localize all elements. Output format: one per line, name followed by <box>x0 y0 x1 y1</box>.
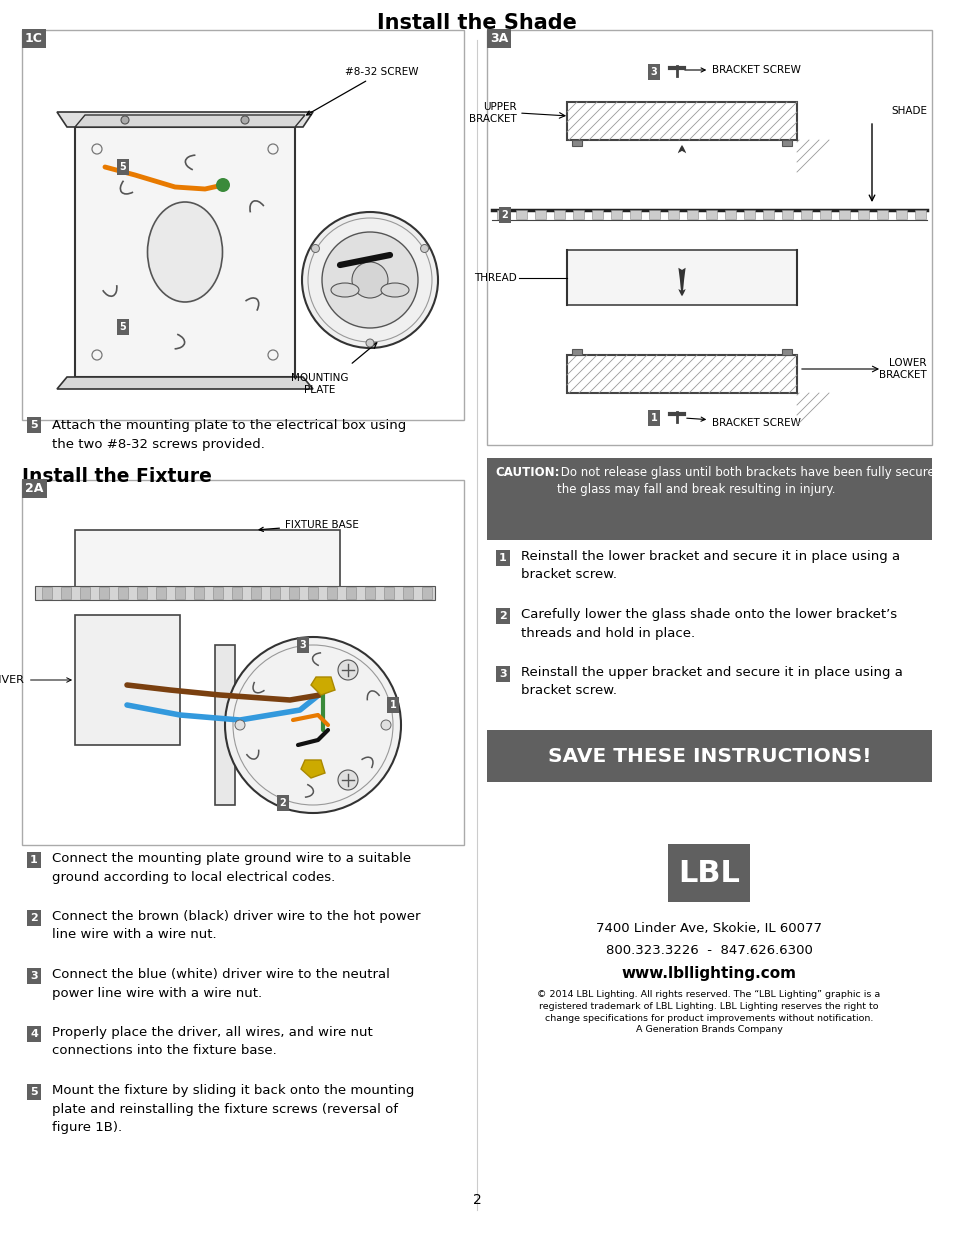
Text: Reinstall the lower bracket and secure it in place using a
bracket screw.: Reinstall the lower bracket and secure i… <box>520 550 900 582</box>
Polygon shape <box>311 677 335 695</box>
Text: 3: 3 <box>498 669 506 679</box>
Circle shape <box>234 720 245 730</box>
FancyBboxPatch shape <box>610 210 621 219</box>
FancyBboxPatch shape <box>61 587 71 599</box>
FancyBboxPatch shape <box>801 210 811 219</box>
Text: 2: 2 <box>472 1193 481 1207</box>
FancyBboxPatch shape <box>486 458 931 540</box>
Text: Install the Shade: Install the Shade <box>376 14 577 33</box>
FancyBboxPatch shape <box>118 587 128 599</box>
FancyBboxPatch shape <box>497 210 507 219</box>
FancyBboxPatch shape <box>857 210 868 219</box>
Text: 3: 3 <box>299 640 306 650</box>
FancyBboxPatch shape <box>75 127 294 377</box>
FancyBboxPatch shape <box>914 210 925 219</box>
FancyBboxPatch shape <box>629 210 640 219</box>
FancyBboxPatch shape <box>35 585 435 600</box>
Circle shape <box>225 637 400 813</box>
Text: Properly place the driver, all wires, and wire nut
connections into the fixture : Properly place the driver, all wires, an… <box>52 1026 373 1057</box>
Text: Install the Fixture: Install the Fixture <box>22 467 212 487</box>
FancyBboxPatch shape <box>75 615 180 745</box>
Text: BRACKET SCREW: BRACKET SCREW <box>684 65 800 75</box>
Text: 1: 1 <box>498 553 506 563</box>
FancyBboxPatch shape <box>289 587 298 599</box>
FancyBboxPatch shape <box>156 587 166 599</box>
Text: CAUTION:: CAUTION: <box>495 466 558 479</box>
Text: Attach the mounting plate to the electrical box using
the two #8-32 screws provi: Attach the mounting plate to the electri… <box>52 419 406 451</box>
Circle shape <box>311 245 319 252</box>
FancyBboxPatch shape <box>402 587 413 599</box>
FancyBboxPatch shape <box>22 480 463 845</box>
Circle shape <box>337 769 357 790</box>
FancyBboxPatch shape <box>75 530 339 590</box>
FancyBboxPatch shape <box>743 210 754 219</box>
Text: Carefully lower the glass shade onto the lower bracket’s
threads and hold in pla: Carefully lower the glass shade onto the… <box>520 608 896 640</box>
Circle shape <box>215 178 230 191</box>
FancyBboxPatch shape <box>42 587 52 599</box>
Text: 2: 2 <box>498 611 506 621</box>
Text: BRACKET SCREW: BRACKET SCREW <box>686 417 800 429</box>
Circle shape <box>337 659 357 680</box>
Text: 2: 2 <box>30 913 38 923</box>
Text: MOUNTING
PLATE: MOUNTING PLATE <box>291 373 349 395</box>
Text: SAVE THESE INSTRUCTIONS!: SAVE THESE INSTRUCTIONS! <box>547 746 870 766</box>
Circle shape <box>366 338 374 347</box>
Polygon shape <box>57 377 313 389</box>
Circle shape <box>322 232 417 329</box>
Ellipse shape <box>380 283 409 296</box>
FancyBboxPatch shape <box>213 587 223 599</box>
Text: Connect the blue (white) driver wire to the neutral
power line wire with a wire : Connect the blue (white) driver wire to … <box>52 968 390 999</box>
Circle shape <box>302 212 437 348</box>
FancyBboxPatch shape <box>724 210 735 219</box>
FancyBboxPatch shape <box>535 210 545 219</box>
Text: 1: 1 <box>650 412 657 424</box>
FancyBboxPatch shape <box>486 730 931 782</box>
FancyBboxPatch shape <box>705 210 717 219</box>
FancyBboxPatch shape <box>781 350 791 354</box>
Polygon shape <box>75 115 305 127</box>
Text: 1C: 1C <box>25 32 43 44</box>
FancyBboxPatch shape <box>667 844 749 902</box>
FancyBboxPatch shape <box>895 210 906 219</box>
Polygon shape <box>57 112 313 127</box>
Ellipse shape <box>148 203 222 303</box>
FancyBboxPatch shape <box>554 210 564 219</box>
FancyBboxPatch shape <box>232 587 242 599</box>
Text: 4: 4 <box>30 1029 38 1039</box>
Text: 3: 3 <box>30 971 38 981</box>
FancyBboxPatch shape <box>365 587 375 599</box>
FancyBboxPatch shape <box>22 30 463 420</box>
Text: 5: 5 <box>30 1087 38 1097</box>
Text: 2A: 2A <box>25 482 43 495</box>
Text: DRIVER: DRIVER <box>0 676 71 685</box>
Circle shape <box>420 245 428 252</box>
FancyBboxPatch shape <box>346 587 355 599</box>
FancyBboxPatch shape <box>193 587 204 599</box>
FancyBboxPatch shape <box>99 587 109 599</box>
Text: 5: 5 <box>119 162 126 172</box>
FancyBboxPatch shape <box>80 587 90 599</box>
FancyBboxPatch shape <box>421 587 432 599</box>
FancyBboxPatch shape <box>781 140 791 146</box>
Circle shape <box>241 116 249 124</box>
Text: 1: 1 <box>389 700 395 710</box>
FancyBboxPatch shape <box>573 210 583 219</box>
FancyBboxPatch shape <box>516 210 526 219</box>
Text: Connect the brown (black) driver wire to the hot power
line wire with a wire nut: Connect the brown (black) driver wire to… <box>52 910 420 941</box>
FancyBboxPatch shape <box>327 587 336 599</box>
Circle shape <box>352 262 388 298</box>
FancyBboxPatch shape <box>384 587 394 599</box>
FancyBboxPatch shape <box>762 210 773 219</box>
Text: THREAD: THREAD <box>474 273 517 283</box>
FancyBboxPatch shape <box>572 350 581 354</box>
Text: www.lbllighting.com: www.lbllighting.com <box>620 966 796 981</box>
Text: 3A: 3A <box>490 32 508 44</box>
Text: SHADE: SHADE <box>890 106 926 116</box>
Text: 800.323.3226  -  847.626.6300: 800.323.3226 - 847.626.6300 <box>605 944 812 957</box>
FancyBboxPatch shape <box>667 210 679 219</box>
FancyBboxPatch shape <box>566 103 796 140</box>
FancyBboxPatch shape <box>876 210 887 219</box>
Text: 7400 Linder Ave, Skokie, IL 60077: 7400 Linder Ave, Skokie, IL 60077 <box>596 923 821 935</box>
Text: Connect the mounting plate ground wire to a suitable
ground according to local e: Connect the mounting plate ground wire t… <box>52 852 411 883</box>
